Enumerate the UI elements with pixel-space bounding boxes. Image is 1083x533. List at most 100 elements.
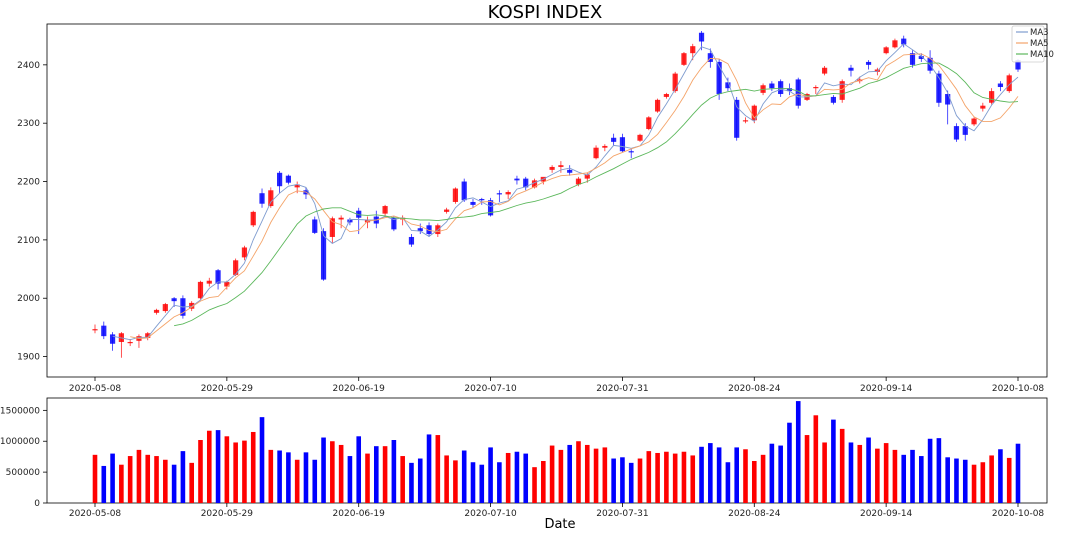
- candle-body: [109, 334, 116, 344]
- candle-body: [769, 83, 775, 89]
- volume-bar: [453, 460, 458, 503]
- volume-bar: [989, 455, 994, 503]
- price-y-tick-label: 2300: [17, 119, 40, 129]
- price-y-tick-label: 2200: [17, 178, 40, 188]
- volume-bar: [883, 443, 889, 503]
- candle-body: [822, 67, 828, 74]
- volume-bar: [479, 464, 485, 503]
- legend-box: [1011, 25, 1045, 63]
- volume-bar: [910, 449, 915, 503]
- volume-y-tick-label: 0: [34, 499, 40, 509]
- volume-bar: [822, 442, 827, 503]
- candle-body: [1015, 60, 1021, 70]
- candle-body: [241, 247, 248, 258]
- volume-bar: [532, 467, 537, 503]
- candle-body: [320, 231, 327, 280]
- volume-y-tick-label: 1000000: [0, 437, 40, 447]
- volume-bar: [435, 435, 441, 503]
- volume-bar: [470, 462, 476, 503]
- legend-label-ma3: MA3: [1030, 28, 1049, 38]
- candle-body: [233, 260, 239, 275]
- legend-label-ma5: MA5: [1030, 39, 1049, 49]
- legend: MA3 MA5 MA10: [1011, 25, 1054, 63]
- volume-bar: [382, 446, 388, 503]
- candle-body: [971, 118, 977, 125]
- candle-body: [153, 309, 160, 313]
- volume-bar: [286, 452, 291, 503]
- candle-body: [865, 61, 872, 65]
- volume-bar: [233, 442, 238, 503]
- volume-bar: [189, 462, 194, 503]
- candle-body: [953, 126, 960, 140]
- volume-bar: [919, 456, 924, 503]
- volume-bar: [330, 441, 335, 503]
- candle-body: [444, 209, 450, 212]
- volume-bar: [549, 445, 555, 503]
- candle-body: [646, 117, 652, 130]
- volume-bar: [259, 417, 265, 503]
- candle-body: [329, 218, 335, 237]
- candle-body: [496, 193, 502, 195]
- volume-bar: [92, 454, 98, 503]
- candle-body: [391, 217, 397, 230]
- x-axis-label: Date: [544, 517, 575, 532]
- price-x-tick-label: 2020-05-29: [201, 384, 254, 394]
- candle-body: [101, 325, 107, 337]
- volume-bar: [602, 447, 608, 503]
- volume-bar: [558, 449, 564, 503]
- candle-body: [567, 169, 573, 173]
- candle-body: [549, 166, 555, 170]
- volume-bar: [514, 451, 520, 503]
- volume-bar: [198, 440, 203, 503]
- volume-bar: [620, 457, 625, 503]
- candle-body: [892, 40, 898, 48]
- volume-bar: [110, 453, 115, 503]
- candle-body: [690, 46, 696, 54]
- volume-bar: [119, 464, 124, 503]
- volume-bar: [242, 440, 247, 503]
- ma10-line: [174, 62, 1019, 327]
- candle-body: [356, 210, 362, 218]
- candle-body: [215, 270, 221, 284]
- candle-body: [197, 281, 204, 299]
- candle-body: [575, 178, 582, 185]
- candle-body: [672, 73, 678, 92]
- volume-bar: [444, 455, 449, 503]
- volume-bar: [373, 446, 379, 503]
- volume-bar: [813, 415, 819, 503]
- candle-body: [980, 105, 986, 109]
- candle-body: [338, 217, 344, 220]
- candle-body: [813, 87, 819, 89]
- candle-body: [795, 79, 801, 106]
- candle-body: [277, 172, 283, 187]
- volume-bar: [356, 436, 362, 503]
- candle-body: [725, 82, 731, 89]
- candle-body: [514, 178, 520, 181]
- volume-bar: [962, 459, 968, 503]
- volume-bar: [769, 443, 775, 503]
- candle-body: [312, 219, 318, 233]
- volume-bar: [954, 458, 959, 503]
- candle-body: [92, 329, 98, 331]
- candle-body: [505, 192, 511, 195]
- candle-body: [268, 190, 274, 207]
- volume-bar: [277, 450, 282, 503]
- candle-body: [558, 165, 564, 167]
- volume-bar-series: [92, 401, 1021, 503]
- moving-average-lines: [112, 43, 1019, 341]
- volume-bar: [628, 462, 634, 503]
- volume-bar: [321, 437, 326, 503]
- candle-body: [848, 67, 854, 71]
- volume-bar: [699, 446, 704, 503]
- volume-bar: [268, 449, 274, 503]
- volume-bar: [505, 452, 511, 503]
- volume-bar: [875, 448, 880, 503]
- price-x-tick-label: 2020-07-31: [596, 384, 648, 394]
- volume-bar: [795, 401, 801, 503]
- candle-body: [936, 73, 942, 103]
- volume-x-tick-label: 2020-07-31: [596, 509, 648, 519]
- volume-bar: [312, 459, 318, 503]
- volume-bar: [163, 459, 168, 503]
- volume-bar: [391, 440, 397, 503]
- volume-x-tick-label: 2020-05-29: [201, 509, 254, 519]
